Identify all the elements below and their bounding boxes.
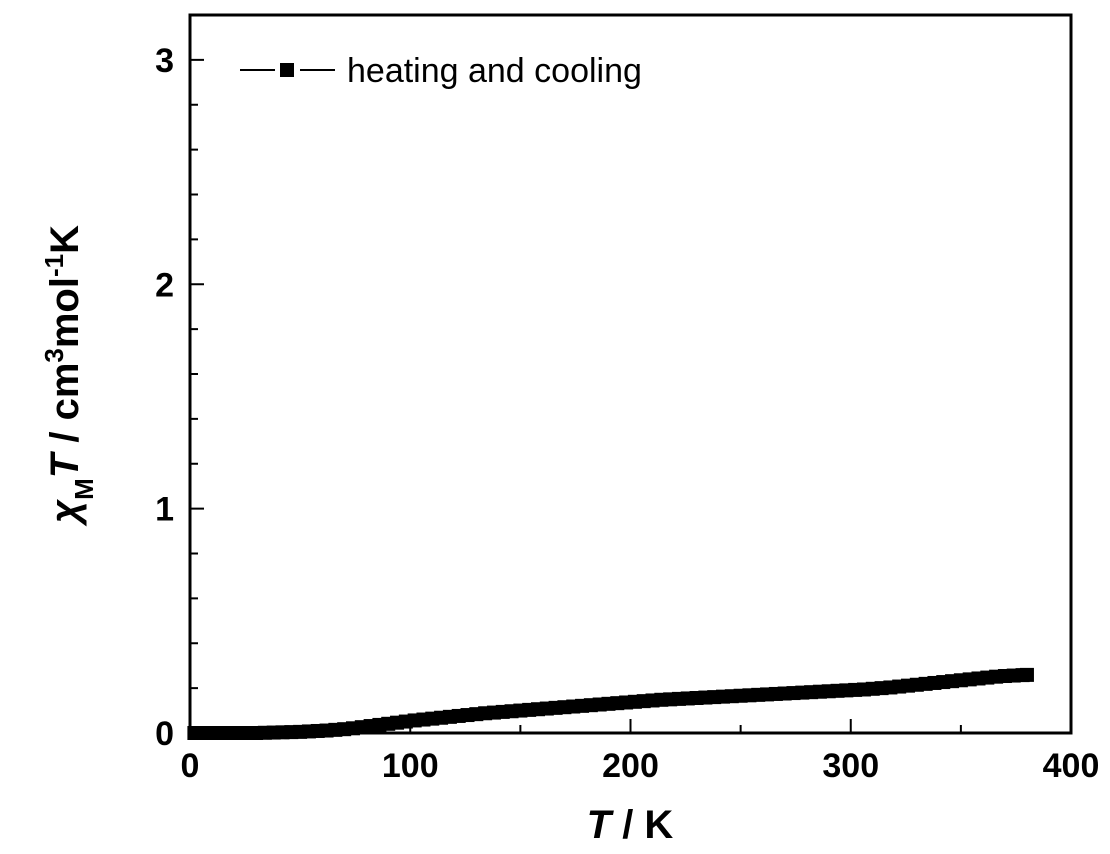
x-tick-label: 0 — [181, 747, 200, 785]
legend: heating and cooling — [240, 52, 642, 90]
x-axis-title: T / K — [587, 803, 674, 847]
x-tick-label: 100 — [382, 747, 439, 785]
y-title-sup1: 3 — [39, 348, 69, 362]
axes: 0 100 200 300 400 0 1 2 3 — [155, 14, 1100, 785]
y-tick-label: 2 — [155, 266, 174, 304]
legend-label: heating and cooling — [347, 52, 642, 90]
x-tick-label: 200 — [602, 747, 659, 785]
y-title-chi-sub: M — [69, 478, 99, 500]
y-title-chi: χ — [43, 498, 87, 527]
plot-frame — [188, 13, 1073, 735]
x-axis-title-rest: / K — [611, 803, 673, 847]
x-tick-label: 300 — [822, 747, 879, 785]
y-title-mid2: mol — [43, 277, 87, 348]
data-point — [1019, 667, 1034, 682]
y-axis-title: χMT / cm3mol-1K — [39, 225, 99, 527]
y-title-T: T — [43, 450, 87, 478]
y-tick-label: 0 — [155, 715, 174, 753]
y-tick-label: 3 — [155, 42, 174, 80]
x-tick-label: 400 — [1043, 747, 1100, 785]
series-layer — [187, 667, 1034, 740]
y-tick-label: 1 — [155, 491, 174, 529]
y-title-mid: / cm — [43, 363, 87, 454]
legend-marker — [280, 63, 294, 77]
y-title-end: K — [43, 225, 87, 254]
y-title-sup2: -1 — [39, 254, 69, 277]
x-axis-title-italic: T — [587, 803, 615, 847]
